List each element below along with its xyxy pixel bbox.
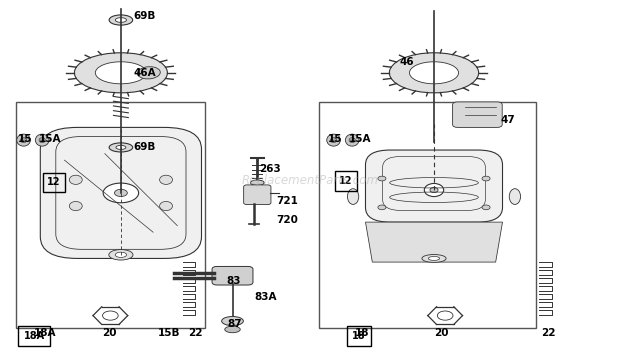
Text: 69B: 69B: [133, 142, 156, 153]
Text: 47: 47: [500, 115, 515, 125]
Ellipse shape: [95, 62, 146, 84]
Ellipse shape: [222, 316, 243, 325]
FancyBboxPatch shape: [244, 185, 271, 205]
Circle shape: [482, 205, 490, 210]
Text: 15B: 15B: [158, 328, 180, 338]
Ellipse shape: [430, 187, 438, 193]
Text: 15: 15: [17, 134, 32, 144]
Ellipse shape: [424, 183, 444, 197]
Ellipse shape: [347, 189, 359, 205]
Text: 12: 12: [47, 177, 61, 187]
Ellipse shape: [20, 138, 27, 143]
Ellipse shape: [409, 62, 459, 84]
Ellipse shape: [250, 180, 264, 185]
Ellipse shape: [159, 201, 172, 211]
Circle shape: [437, 311, 453, 320]
Ellipse shape: [137, 67, 161, 79]
Polygon shape: [365, 222, 502, 262]
Circle shape: [482, 176, 490, 181]
Text: 12: 12: [339, 176, 353, 186]
Ellipse shape: [103, 183, 139, 203]
Text: 69B: 69B: [133, 11, 156, 21]
Text: 15: 15: [327, 134, 342, 144]
Text: 83: 83: [226, 276, 241, 286]
Ellipse shape: [39, 138, 45, 143]
Ellipse shape: [330, 138, 337, 143]
Text: 720: 720: [276, 215, 298, 225]
Ellipse shape: [116, 145, 126, 149]
FancyBboxPatch shape: [365, 150, 502, 222]
Text: 46A: 46A: [133, 68, 156, 78]
Ellipse shape: [159, 175, 172, 185]
Circle shape: [378, 205, 386, 210]
Text: 721: 721: [276, 196, 298, 206]
Ellipse shape: [422, 254, 446, 262]
Ellipse shape: [109, 15, 133, 25]
FancyBboxPatch shape: [40, 127, 202, 258]
Ellipse shape: [109, 250, 133, 260]
Ellipse shape: [115, 189, 127, 197]
Text: 20: 20: [434, 328, 448, 338]
Text: 83A: 83A: [254, 292, 277, 302]
Text: 263: 263: [259, 164, 281, 174]
Ellipse shape: [327, 134, 340, 146]
Text: 46: 46: [400, 57, 415, 67]
Text: 18A: 18A: [34, 328, 56, 338]
Ellipse shape: [349, 138, 355, 143]
Text: 22: 22: [541, 328, 556, 338]
Text: 87: 87: [228, 319, 242, 329]
Text: 18: 18: [355, 328, 370, 338]
Ellipse shape: [345, 134, 359, 146]
Circle shape: [102, 311, 118, 320]
Ellipse shape: [224, 326, 241, 333]
Circle shape: [378, 176, 386, 181]
Text: 20: 20: [102, 328, 117, 338]
Ellipse shape: [17, 134, 30, 146]
Ellipse shape: [74, 53, 167, 93]
FancyBboxPatch shape: [212, 266, 253, 285]
Ellipse shape: [69, 175, 82, 185]
Ellipse shape: [109, 143, 133, 152]
Text: 15A: 15A: [38, 134, 61, 144]
Ellipse shape: [35, 134, 49, 146]
Text: 15A: 15A: [348, 134, 371, 144]
Ellipse shape: [389, 53, 479, 93]
Ellipse shape: [115, 252, 126, 257]
FancyBboxPatch shape: [453, 102, 502, 127]
Ellipse shape: [69, 201, 82, 211]
Text: 18: 18: [352, 331, 366, 341]
Ellipse shape: [428, 257, 440, 260]
Text: ReplacementParts.com: ReplacementParts.com: [242, 174, 378, 187]
Text: 18A: 18A: [24, 331, 45, 341]
Text: 22: 22: [188, 328, 202, 338]
Ellipse shape: [115, 17, 126, 23]
Ellipse shape: [509, 189, 521, 205]
